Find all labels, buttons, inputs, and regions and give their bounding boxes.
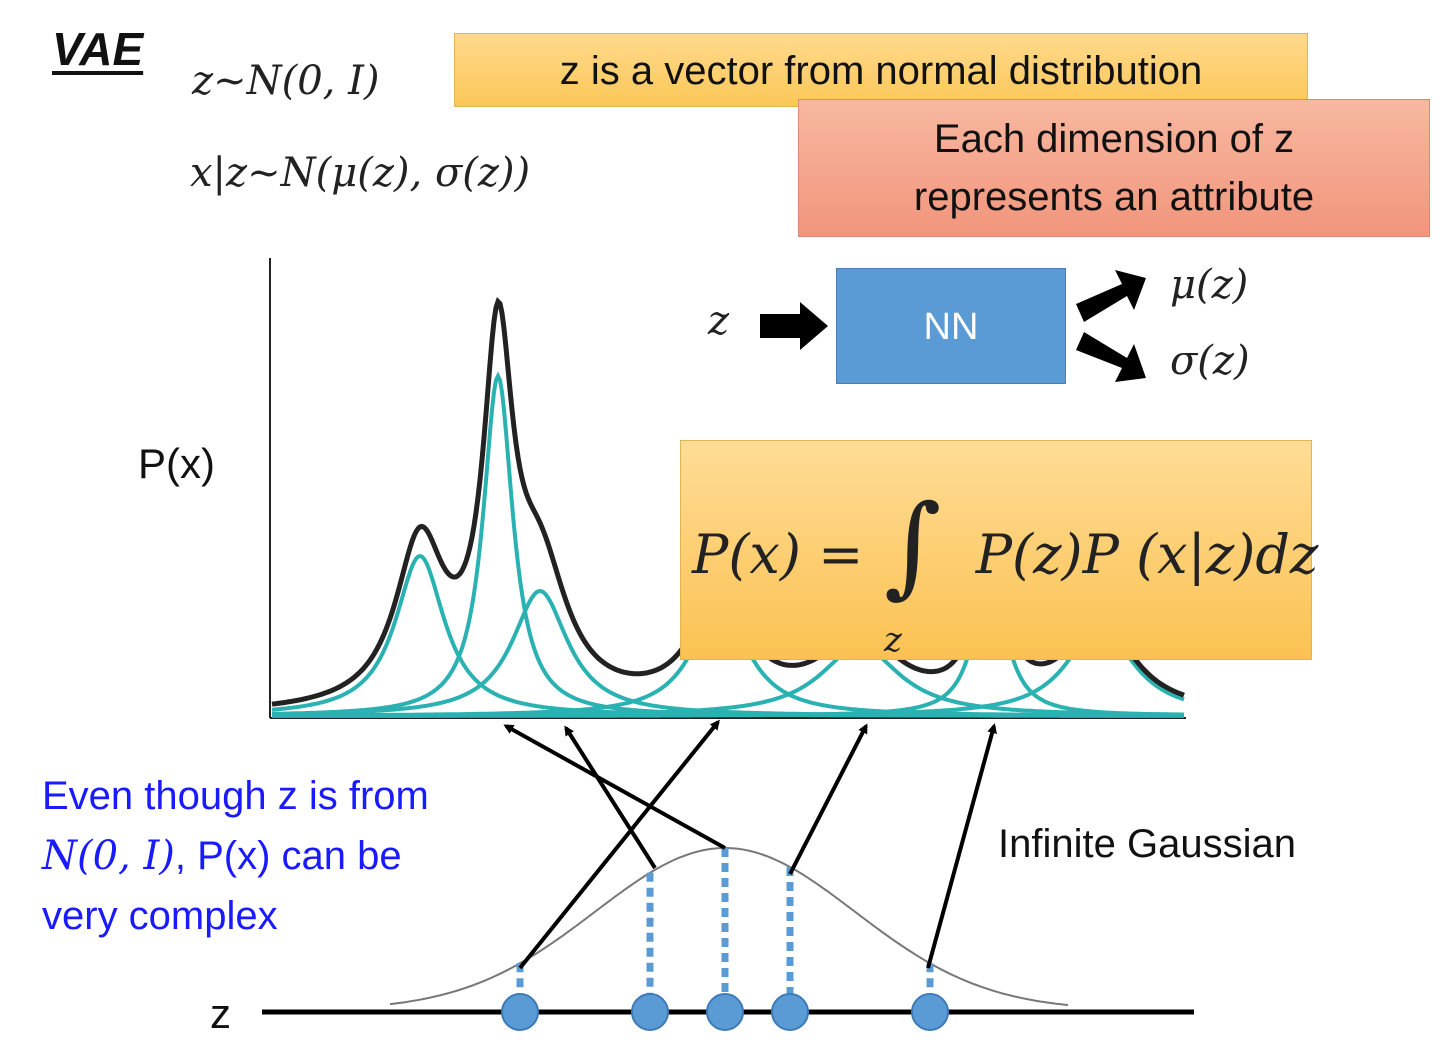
marginal-formula: P(x) = P(z)P (x|z)dz [692, 523, 1318, 586]
sample-dot-2 [631, 993, 669, 1031]
slide-title: VAE [52, 23, 144, 75]
integral-subscript: z [884, 620, 902, 660]
note-math: N(0, I) [42, 833, 175, 879]
formula-right: P(z)P (x|z)dz [975, 523, 1319, 586]
z-axis-label: z [210, 990, 231, 1037]
nn-input-arrow [760, 302, 828, 350]
sample-arrow-2 [564, 725, 657, 870]
attribute-callout-line2: represents an attribute [913, 175, 1315, 219]
note-text-2: , P(x) can be very complex [42, 834, 402, 938]
attribute-callout: Each dimension of z represents an attrib… [798, 99, 1430, 237]
nn-output-mu: μ(z) [1170, 262, 1249, 308]
prior-gaussian-curve [389, 847, 1069, 1006]
sample-dot-3 [706, 993, 744, 1031]
sample-arrow-5 [926, 723, 997, 969]
nn-output-sigma: σ(z) [1170, 338, 1250, 384]
neural-network-box: NN [836, 268, 1066, 384]
sample-dot-1 [501, 993, 539, 1031]
likelihood-equation: x|z~N(μ(z), σ(z)) [190, 150, 531, 196]
sample-dot-5 [911, 993, 949, 1031]
note-text-1: Even though z is from [42, 774, 429, 818]
formula-left: P(x) = [692, 523, 864, 586]
marginal-formula-box [680, 440, 1312, 660]
nn-input-label: z [708, 298, 730, 344]
integral-sign: ∫ [884, 481, 942, 609]
infinite-gaussian-label: Infinite Gaussian [998, 822, 1296, 866]
complexity-note: Even though z is from N(0, I), P(x) can … [42, 766, 482, 946]
prior-equation: z~N(0, I) [192, 58, 380, 104]
attribute-callout-line1: Each dimension of z [933, 117, 1295, 161]
y-axis-label: P(x) [138, 440, 215, 487]
sample-arrow-3 [503, 724, 726, 850]
nn-sigma-arrow [1076, 332, 1146, 382]
z-samples [501, 848, 949, 1031]
gaussian-component-7 [272, 623, 1185, 718]
normal-distribution-callout: z is a vector from normal distribution [454, 33, 1308, 107]
gaussian-components [271, 371, 1185, 718]
sample-arrow-1 [518, 719, 720, 970]
sample-arrow-4 [788, 723, 868, 875]
sample-dot-4 [771, 993, 809, 1031]
nn-mu-arrow [1076, 270, 1146, 322]
